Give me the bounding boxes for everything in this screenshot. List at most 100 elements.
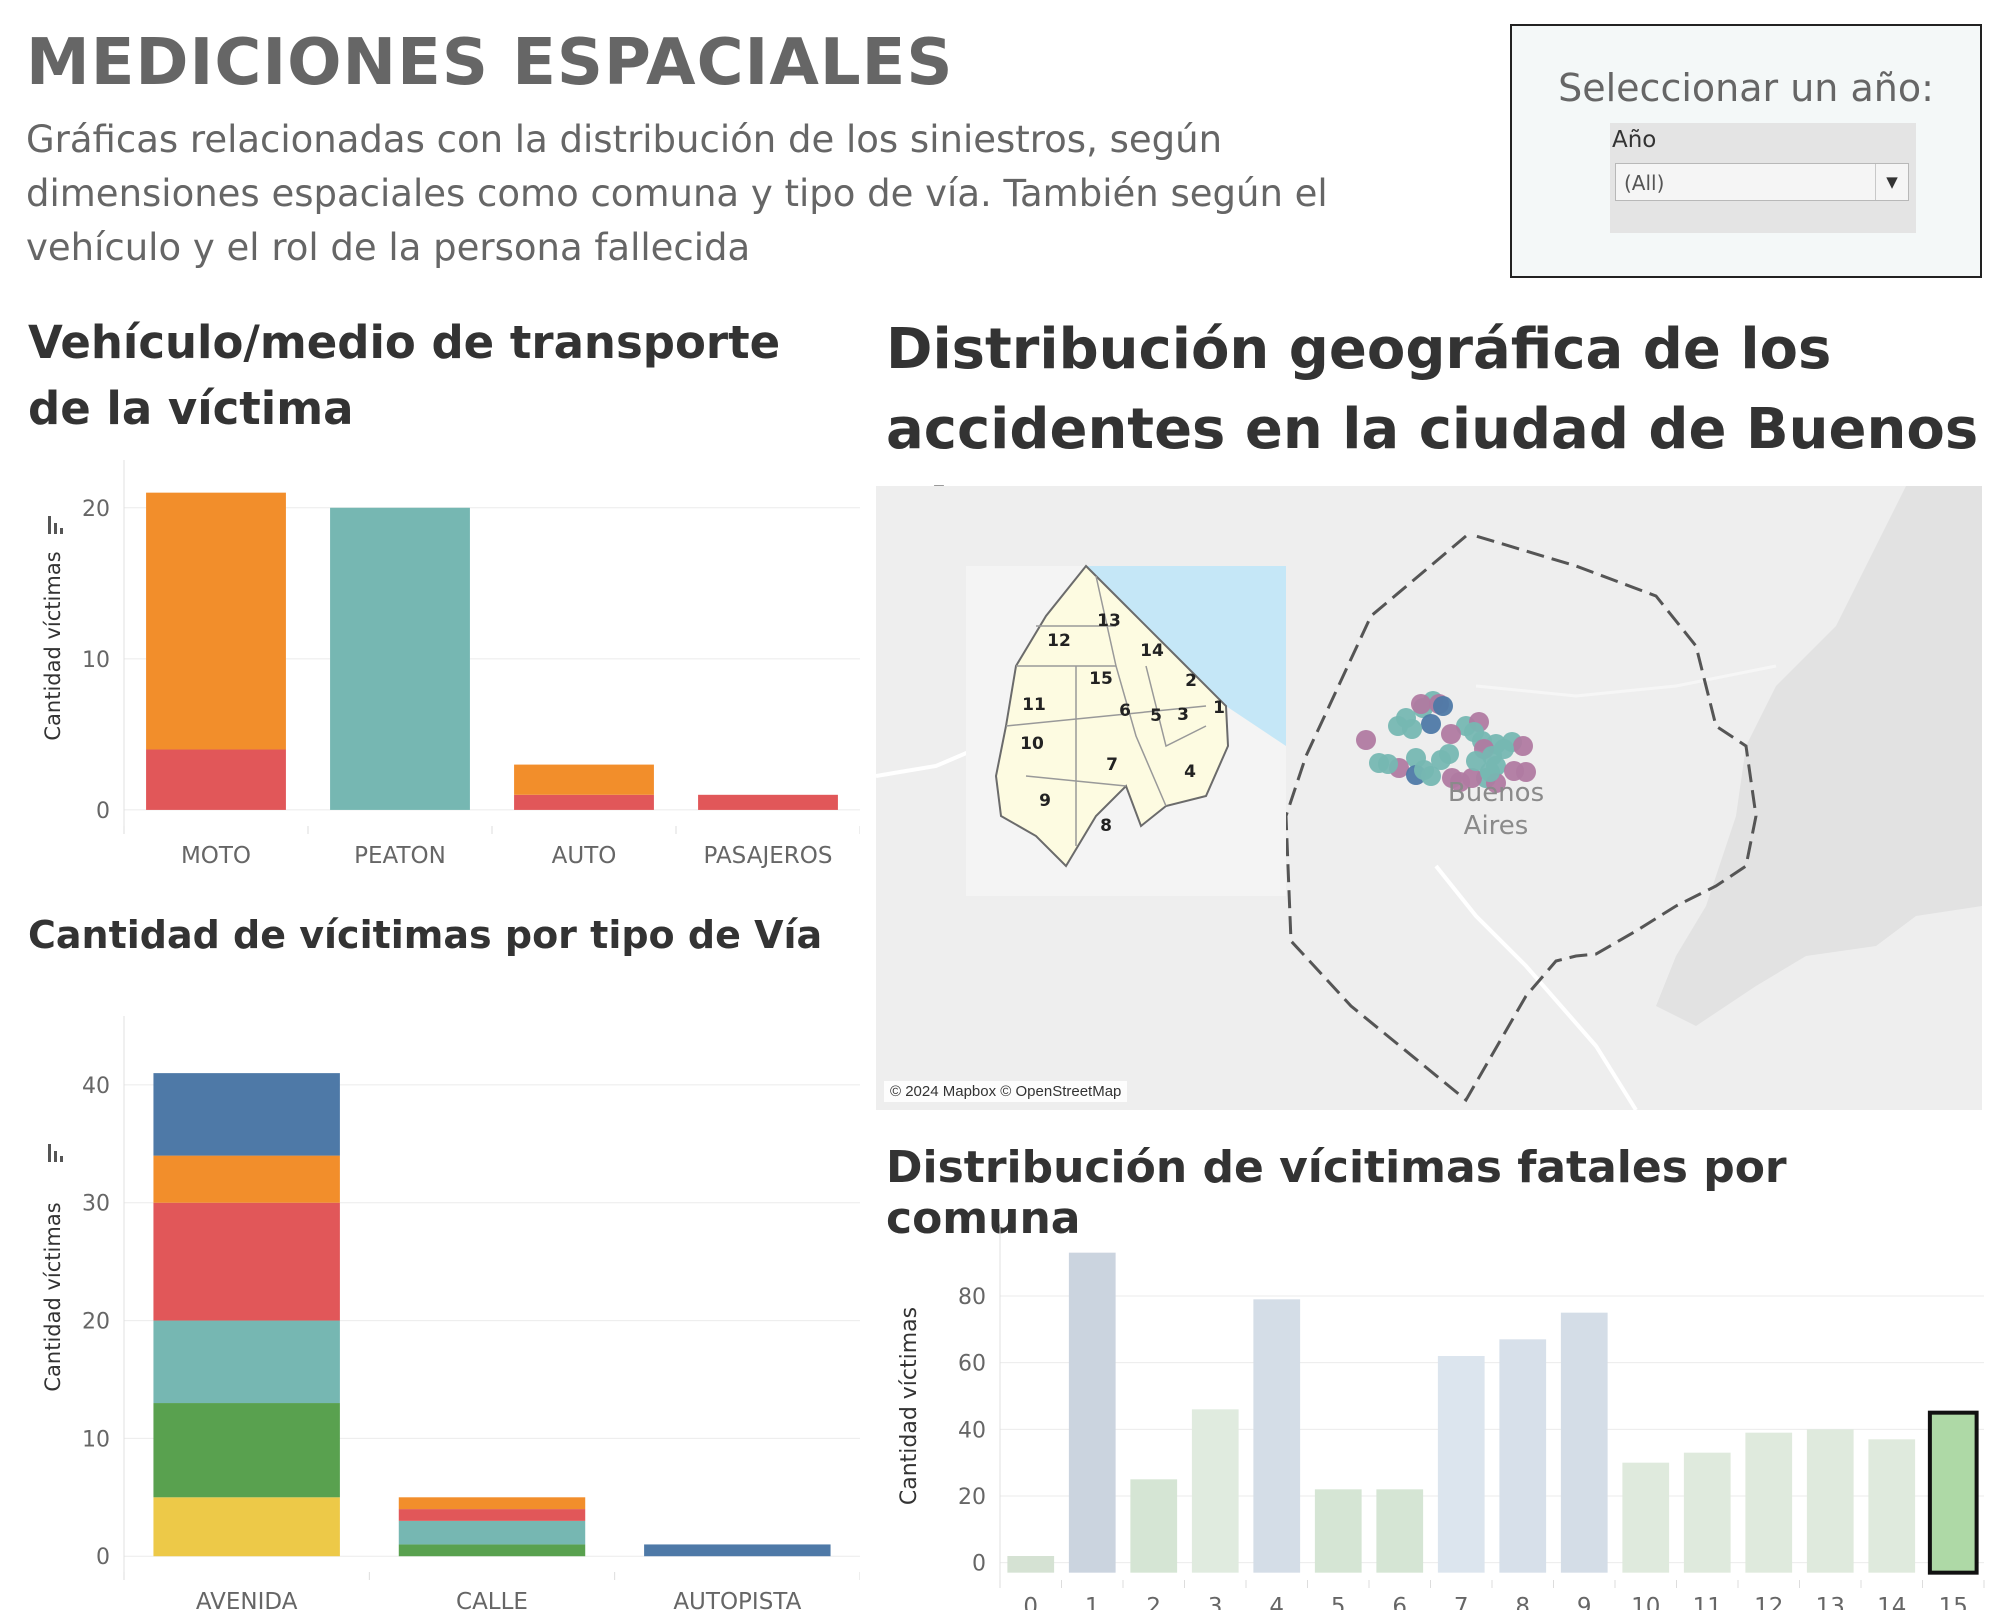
x-tick-label: AVENIDA — [196, 1589, 298, 1610]
inset-comuna-label: 14 — [1140, 641, 1164, 661]
bar[interactable] — [1007, 1556, 1055, 1573]
inset-comuna-label: 4 — [1184, 762, 1196, 782]
filter-label: Año — [1612, 127, 1657, 153]
bar-segment[interactable] — [398, 1497, 586, 1510]
bar[interactable] — [1683, 1452, 1731, 1573]
accident-marker[interactable] — [1442, 768, 1462, 788]
accident-marker[interactable] — [1402, 719, 1422, 739]
filter-heading: Seleccionar un año: — [1558, 66, 1934, 110]
accident-marker[interactable] — [1411, 694, 1431, 714]
y-tick-label: 0 — [972, 1552, 986, 1577]
accident-marker[interactable] — [1378, 754, 1398, 774]
vehicle-chart-title: Vehículo/medio de transporte de la vícti… — [28, 316, 781, 435]
inset-comuna-label: 5 — [1150, 706, 1162, 726]
bar[interactable] — [1560, 1312, 1608, 1573]
year-select-value: (All) — [1624, 171, 1665, 195]
accident-marker[interactable] — [1356, 730, 1376, 750]
x-tick-label: 7 — [1454, 1594, 1469, 1610]
x-tick-label: 4 — [1269, 1594, 1284, 1610]
accident-marker[interactable] — [1433, 696, 1453, 716]
bar-segment[interactable] — [146, 492, 286, 750]
accident-marker[interactable] — [1441, 724, 1461, 744]
sort-icon[interactable] — [48, 516, 63, 534]
bar-segment[interactable] — [153, 1320, 340, 1404]
bar-segment[interactable] — [398, 1509, 586, 1521]
inset-water — [1086, 566, 1286, 746]
bar[interactable] — [1927, 1410, 1979, 1575]
x-tick-label: PEATON — [354, 843, 446, 869]
bar-segment[interactable] — [153, 1403, 340, 1498]
x-tick-label: 13 — [1816, 1594, 1845, 1610]
y-axis-label: Cantidad víctimas — [41, 1202, 65, 1391]
bar[interactable] — [1314, 1489, 1362, 1573]
y-tick-label: 40 — [958, 1418, 986, 1443]
bar[interactable] — [1745, 1432, 1793, 1573]
accident-marker[interactable] — [1513, 736, 1533, 756]
bar[interactable] — [1806, 1429, 1854, 1573]
page-title: MEDICIONES ESPACIALES — [26, 26, 954, 100]
accident-marker[interactable] — [1431, 750, 1451, 770]
map-attribution: © 2024 Mapbox © OpenStreetMap — [884, 1081, 1128, 1102]
inset-comuna-label: 7 — [1106, 755, 1118, 775]
bar-segment[interactable] — [398, 1544, 586, 1557]
bar-segment[interactable] — [398, 1520, 586, 1545]
bar[interactable] — [1499, 1339, 1547, 1573]
inset-comuna-borders — [1005, 575, 1207, 846]
inset-comuna-label: 9 — [1039, 791, 1051, 811]
bar[interactable] — [1437, 1356, 1485, 1573]
filter-panel: Año (All) ▼ — [1610, 123, 1916, 233]
sort-icon[interactable] — [48, 1144, 63, 1162]
x-tick-label: 8 — [1515, 1594, 1530, 1610]
bar[interactable] — [1376, 1489, 1424, 1573]
via-chart: 0 10 20 30 40 AVENIDA CALLE AUTOPISTA Cantidad v… — [41, 1016, 860, 1610]
x-tick-label: PASAJEROS — [704, 843, 833, 869]
x-tick-label: 11 — [1693, 1594, 1722, 1610]
bar[interactable] — [1130, 1479, 1178, 1573]
accident-marker[interactable] — [1466, 751, 1486, 771]
x-tick-label: 10 — [1631, 1594, 1660, 1610]
y-tick-label: 20 — [958, 1485, 986, 1510]
bar-segment[interactable] — [514, 764, 654, 795]
city-boundary — [1284, 534, 1758, 1103]
y-tick-label: 60 — [958, 1352, 986, 1377]
y-tick-label: 20 — [82, 497, 110, 522]
bar[interactable] — [1253, 1299, 1301, 1573]
y-tick-label: 40 — [82, 1074, 110, 1099]
y-tick-label: 0 — [96, 799, 110, 824]
bar-segment[interactable] — [514, 794, 654, 810]
bar-segment[interactable] — [644, 1544, 831, 1557]
accident-marker[interactable] — [1421, 714, 1441, 734]
bar[interactable] — [1622, 1462, 1670, 1573]
y-axis-label: Cantidad víctimas — [897, 1307, 922, 1505]
bar-segment[interactable] — [153, 1155, 340, 1203]
bar-segment[interactable] — [153, 1497, 340, 1557]
y-axis-label: Cantidad víctimas — [41, 551, 65, 740]
accident-marker[interactable] — [1414, 760, 1434, 780]
bar-segment[interactable] — [146, 749, 286, 810]
bar-segment[interactable] — [153, 1202, 340, 1321]
x-tick-label: 3 — [1208, 1594, 1223, 1610]
chevron-down-icon[interactable]: ▼ — [1875, 164, 1908, 200]
bar[interactable] — [1868, 1439, 1916, 1573]
bar-segment[interactable] — [153, 1073, 340, 1156]
x-tick-label: 12 — [1754, 1594, 1783, 1610]
map-panel[interactable]: 1 2 3 4 5 6 7 8 9 10 11 12 13 14 15 Buenos Aires © 2024… — [876, 486, 1982, 1110]
accident-marker[interactable] — [1480, 762, 1500, 782]
x-tick-label: AUTO — [552, 843, 617, 869]
x-tick-label: CALLE — [456, 1589, 528, 1610]
bar[interactable] — [1068, 1252, 1116, 1573]
accident-marker[interactable] — [1504, 761, 1524, 781]
vehicle-chart: 0 10 20 MOTO PEATON AUTO PASAJEROS Cantidad víc… — [41, 460, 860, 869]
map-road — [1434, 864, 1638, 1110]
bar[interactable] — [1191, 1409, 1239, 1573]
year-select[interactable]: (All) ▼ — [1615, 163, 1909, 201]
accident-markers[interactable] — [1356, 691, 1536, 793]
y-tick-label: 10 — [82, 648, 110, 673]
x-tick-label: 2 — [1146, 1594, 1161, 1610]
comuna-chart-title: Distribución de vícitimas fatales por co… — [886, 1142, 1787, 1244]
bar-segment[interactable] — [330, 507, 470, 810]
bar-segment[interactable] — [698, 794, 838, 810]
x-tick-label: 9 — [1577, 1594, 1592, 1610]
